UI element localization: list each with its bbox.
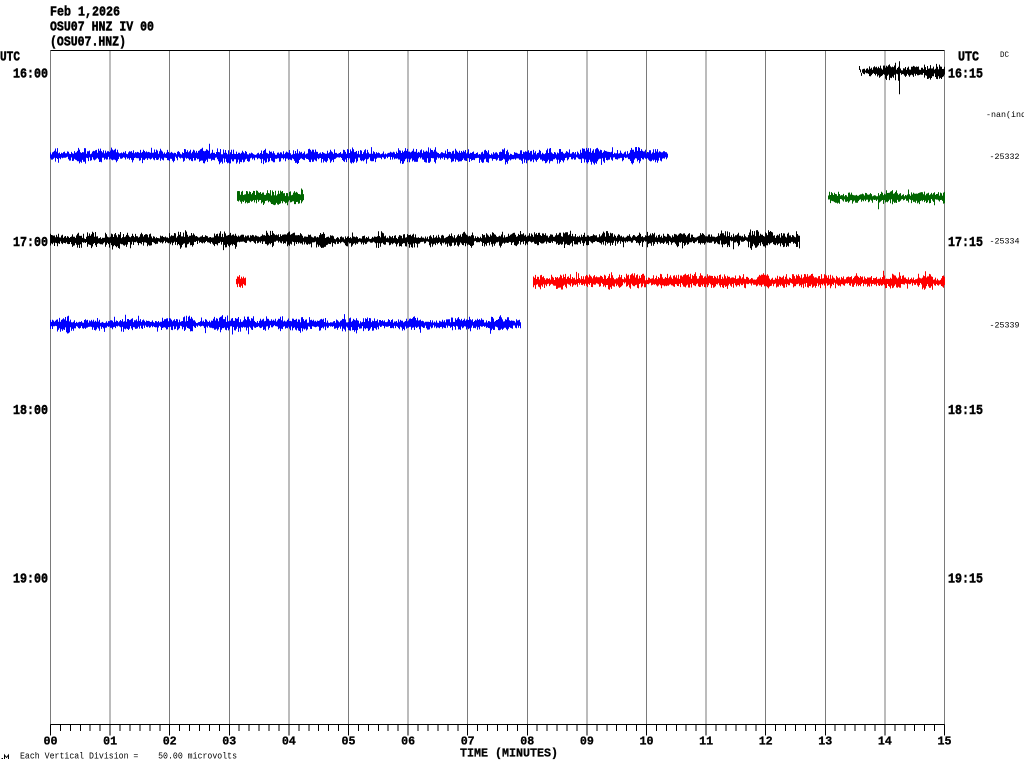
svg-text:18:00: 18:00 xyxy=(13,403,48,419)
svg-text:19:00: 19:00 xyxy=(13,571,48,587)
svg-text:DC: DC xyxy=(1000,51,1009,60)
svg-text:(OSU07.HNZ): (OSU07.HNZ) xyxy=(50,35,126,51)
svg-text:UTC: UTC xyxy=(0,50,20,66)
svg-text:05: 05 xyxy=(342,735,356,749)
svg-text:11: 11 xyxy=(699,735,713,749)
svg-text:19:15: 19:15 xyxy=(948,571,983,587)
svg-text:-nan(ind): -nan(ind) xyxy=(986,110,1024,120)
svg-text:-25332: -25332 xyxy=(990,153,1020,162)
svg-text:10: 10 xyxy=(640,735,654,749)
svg-text:07: 07 xyxy=(461,735,475,749)
svg-text:13: 13 xyxy=(818,735,832,749)
svg-text:16:00: 16:00 xyxy=(13,67,48,83)
svg-text:17:00: 17:00 xyxy=(13,235,48,251)
svg-text:Each Vertical Division = 50: Each Vertical Division = 50.00 microvolt… xyxy=(20,752,237,762)
svg-text:-25339: -25339 xyxy=(990,321,1020,330)
svg-text:09: 09 xyxy=(580,735,594,749)
svg-text:04: 04 xyxy=(282,735,296,749)
svg-text:08: 08 xyxy=(520,735,534,749)
svg-text:02: 02 xyxy=(163,735,177,749)
svg-text:00: 00 xyxy=(44,735,58,749)
svg-text:UTC: UTC xyxy=(958,50,979,66)
svg-text:-25334: -25334 xyxy=(990,237,1020,246)
svg-text:18:15: 18:15 xyxy=(948,403,983,419)
svg-text:OSU07 HNZ IV 00: OSU07 HNZ IV 00 xyxy=(50,20,154,36)
svg-text:12: 12 xyxy=(759,735,773,749)
svg-text:16:15: 16:15 xyxy=(948,67,983,83)
svg-text:TIME (MINUTES): TIME (MINUTES) xyxy=(460,747,558,761)
svg-text:17:15: 17:15 xyxy=(948,235,983,251)
svg-text:15: 15 xyxy=(938,735,952,749)
svg-text:14: 14 xyxy=(878,735,892,749)
svg-text:06: 06 xyxy=(401,735,415,749)
svg-text:01: 01 xyxy=(103,735,117,749)
svg-text:Feb 1,2026: Feb 1,2026 xyxy=(50,5,120,21)
svg-text:03: 03 xyxy=(222,735,236,749)
